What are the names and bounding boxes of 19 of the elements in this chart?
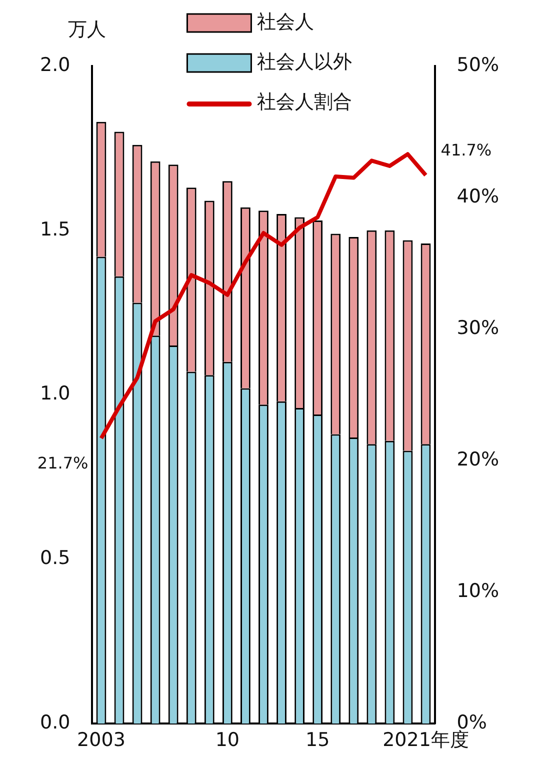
x-tick-label: 10 (215, 728, 240, 751)
y-tick-label: 0.0 (40, 712, 70, 734)
y2-tick-label: 40% (456, 185, 500, 208)
y-tick-label: 2.0 (40, 54, 70, 76)
legend-label: 社会人割合 (257, 90, 352, 113)
y-axis-title: 万人 (68, 18, 106, 40)
data-label: 21.7% (37, 453, 88, 472)
y-tick-label: 1.5 (40, 218, 70, 240)
y2-tick-label: 50% (456, 54, 500, 76)
y2-tick-label: 20% (456, 448, 500, 470)
data-label: 41.7% (440, 140, 492, 160)
legend-label: 社会人 (257, 10, 314, 33)
legend-label: 社会人以外 (257, 50, 352, 73)
y-tick-label: 0.5 (40, 547, 70, 570)
y2-tick-label: 10% (456, 580, 500, 602)
x-tick-label: 2003 (77, 728, 126, 751)
x-tick-label: 15 (305, 728, 330, 751)
y-tick-label: 1.0 (40, 382, 70, 405)
y2-tick-label: 30% (456, 316, 500, 339)
